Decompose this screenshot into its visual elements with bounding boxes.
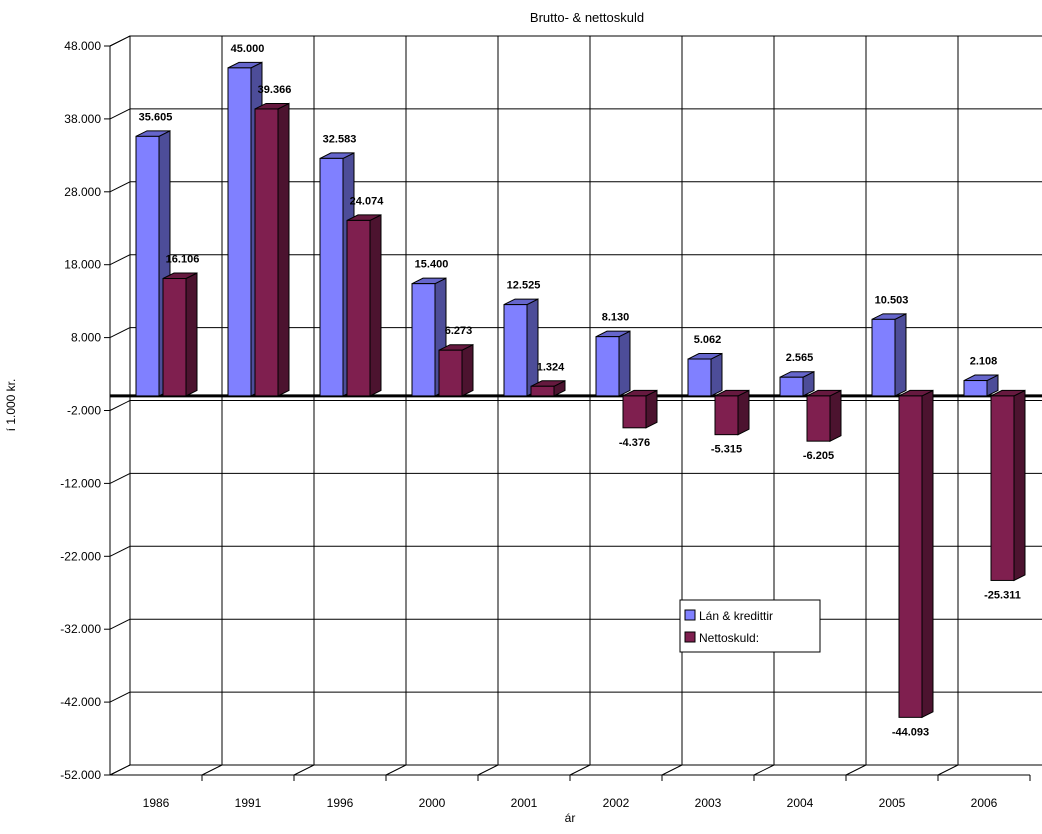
data-label: -6.205 [803, 450, 834, 462]
data-label: 1.324 [537, 361, 565, 373]
floor-gridline [753, 764, 775, 776]
gridline-side [109, 181, 131, 193]
data-labels: 35.605 16.106 45.000 39.366 32.583 24.074 15.4… [139, 43, 1021, 738]
x-tick-label: 2004 [787, 796, 814, 810]
x-axis-ticks: 1986 1991 1996 2000 2001 2002 2003 2004 2005 2006 [143, 775, 1031, 810]
chart-title: Brutto- & nettoskuld [530, 10, 644, 25]
bar-nettoskuld [714, 389, 750, 436]
x-axis-label: ár [565, 811, 576, 825]
data-label: 2.108 [970, 356, 998, 368]
data-label: 6.273 [445, 325, 473, 337]
y-tick-label: -2.000 [67, 404, 101, 418]
data-label: 32.583 [323, 133, 357, 145]
bar-lan-kredittir [963, 374, 999, 397]
data-label: -5.315 [711, 444, 742, 456]
bar-lan-kredittir [503, 298, 539, 397]
y-tick-label: -12.000 [60, 476, 101, 490]
y-tick-label: -32.000 [60, 622, 101, 636]
bar-nettoskuld [254, 102, 290, 397]
bar-nettoskuld [162, 272, 198, 397]
y-tick-label: 48.000 [64, 39, 101, 53]
data-label: 5.062 [694, 334, 722, 346]
gridline-side [109, 545, 131, 557]
floor-gridline [937, 764, 959, 776]
data-label: -4.376 [619, 437, 650, 449]
data-label: 15.400 [415, 259, 449, 271]
gridline-side [109, 472, 131, 484]
data-label: 35.605 [139, 111, 173, 123]
legend-box [679, 599, 821, 653]
bar-nettoskuld [990, 389, 1026, 582]
x-tick-label: 2003 [695, 796, 722, 810]
legend-swatch [684, 631, 696, 643]
x-tick-label: 1996 [327, 796, 354, 810]
y-tick-label: -52.000 [60, 768, 101, 782]
gridline-side [109, 254, 131, 266]
floor-gridline [293, 764, 315, 776]
bar-nettoskuld [346, 214, 382, 397]
x-tick-label: 2006 [971, 796, 998, 810]
y-tick-label: -22.000 [60, 549, 101, 563]
floor-gridline [569, 764, 591, 776]
y-tick-label: 18.000 [64, 258, 101, 272]
bar-nettoskuld [438, 343, 474, 397]
data-label: 10.503 [875, 294, 909, 306]
data-label: 39.366 [258, 84, 292, 96]
legend-swatch [684, 609, 696, 621]
data-label: 8.130 [602, 312, 630, 324]
gridline-side [109, 35, 131, 47]
data-label: 45.000 [231, 43, 265, 55]
bar-nettoskuld [622, 389, 658, 429]
floor-gridline [845, 764, 867, 776]
bar-lan-kredittir [687, 352, 723, 397]
bar-lan-kredittir [779, 370, 815, 397]
data-label: 2.565 [786, 352, 814, 364]
legend-label: Lán & kredittir [699, 609, 773, 623]
bar-lan-kredittir [595, 330, 631, 397]
x-tick-label: 2005 [879, 796, 906, 810]
bar-nettoskuld [530, 379, 566, 397]
gridline-side [109, 327, 131, 339]
y-tick-label: 28.000 [64, 185, 101, 199]
bars-group [135, 61, 1026, 719]
x-tick-label: 2002 [603, 796, 630, 810]
x-tick-label: 1991 [235, 796, 262, 810]
gridline-side [109, 108, 131, 120]
bar-nettoskuld [806, 389, 842, 442]
y-tick-label: 8.000 [71, 331, 101, 345]
bar-lan-kredittir [135, 130, 171, 397]
bar-nettoskuld [898, 389, 934, 719]
y-axis-ticks: 48.000 38.000 28.000 18.000 8.000 -2.000 -12.0… [60, 39, 110, 782]
y-tick-label: -42.000 [60, 695, 101, 709]
y-tick-label: 38.000 [64, 112, 101, 126]
legend-label: Nettoskuld: [699, 631, 759, 645]
bar-lan-kredittir [871, 313, 907, 397]
floor-gridline [477, 764, 499, 776]
x-tick-label: 2001 [511, 796, 538, 810]
data-label: -25.311 [984, 589, 1021, 601]
floor-gridline [385, 764, 407, 776]
x-tick-label: 1986 [143, 796, 170, 810]
data-label: 24.074 [350, 195, 385, 207]
floor-gridline [201, 764, 223, 776]
gridline-side [109, 764, 131, 776]
gridline-side [109, 691, 131, 703]
legend: Lán & kredittir Nettoskuld: [679, 599, 821, 653]
gridline-side [109, 400, 131, 411]
gridline-side [109, 618, 131, 630]
data-label: 12.525 [507, 280, 541, 292]
y-axis-label: í 1.000 kr. [4, 379, 18, 432]
floor-gridline [661, 764, 683, 776]
x-tick-label: 2000 [419, 796, 446, 810]
data-label: -44.093 [892, 726, 929, 738]
data-label: 16.106 [166, 254, 200, 266]
